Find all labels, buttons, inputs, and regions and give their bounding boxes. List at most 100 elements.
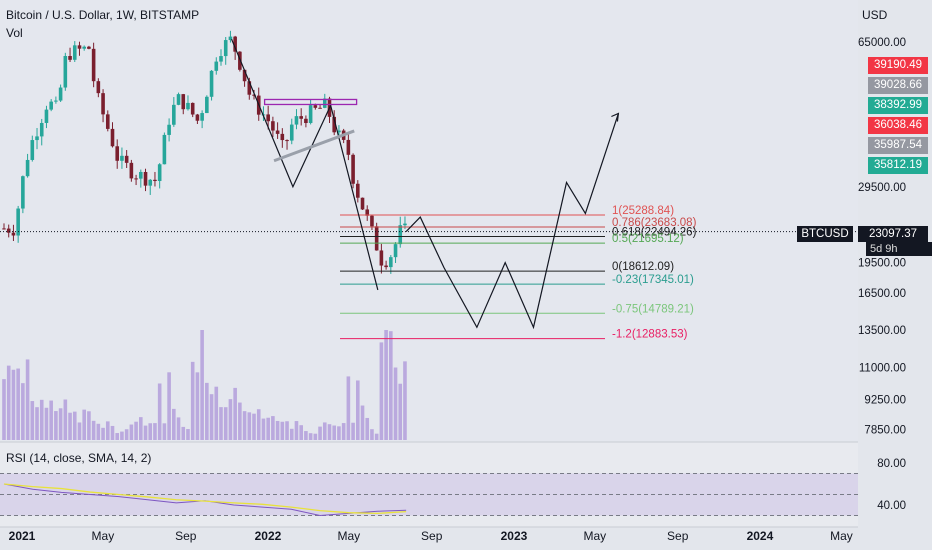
volume-bar: [91, 420, 96, 440]
projection-path: [405, 113, 619, 330]
volume-bar: [167, 372, 171, 440]
main-pane-bg: [0, 0, 858, 442]
rsi-indicator-label[interactable]: RSI (14, close, SMA, 14, 2): [6, 451, 152, 465]
time-tick-label: 2023: [501, 529, 528, 543]
currency-label: USD: [862, 8, 888, 22]
volume-bar: [58, 408, 63, 440]
volume-bar: [313, 433, 318, 440]
volume-bar: [115, 433, 120, 440]
candle-body: [332, 116, 337, 133]
candle-body: [247, 81, 252, 95]
candle-body: [223, 40, 228, 57]
candle-body: [39, 122, 44, 137]
candle-body: [337, 130, 341, 133]
candle-body: [285, 140, 289, 142]
price-badge: 36038.46: [868, 117, 928, 134]
candle-body: [398, 225, 403, 245]
candle-body: [266, 114, 270, 122]
fibonacci-levels: 1(25288.84)0.786(23683.08)0.618(22494.26…: [340, 205, 697, 341]
candle-body: [351, 154, 355, 184]
volume-bar: [205, 382, 209, 440]
candle-body: [139, 171, 143, 179]
candle-body: [186, 102, 190, 110]
user-drawings: [0, 38, 858, 330]
volume-bar: [11, 369, 16, 440]
volume-bar: [379, 342, 384, 440]
candle-body: [280, 133, 285, 141]
candle-body: [228, 36, 233, 41]
volume-bar: [72, 411, 77, 440]
candle-body: [110, 128, 115, 147]
volume-bar: [318, 426, 322, 440]
candle-body: [379, 250, 384, 266]
volume-bar: [82, 409, 86, 440]
price-tick-label: 19500.00: [858, 258, 906, 270]
volume-bar: [209, 394, 214, 440]
candle-body: [346, 139, 351, 155]
candle-body: [143, 171, 148, 186]
candle-body: [275, 130, 280, 134]
volume-indicator-label[interactable]: Vol: [6, 26, 23, 40]
candle-body: [101, 93, 105, 115]
fib-level-label: 0.5(21695.12): [612, 233, 684, 245]
volume-bar: [16, 368, 20, 440]
volume-bar: [68, 412, 72, 440]
time-tick-label: 2021: [9, 529, 36, 543]
volume-bar: [157, 383, 162, 440]
volume-bar: [139, 417, 143, 440]
time-tick-label: May: [583, 529, 606, 543]
candle-body: [393, 244, 398, 258]
candle-body: [365, 209, 370, 216]
price-tick-label: 11000.00: [859, 363, 906, 375]
fib-level-label: 0.786(23683.08): [612, 217, 697, 229]
symbol-title[interactable]: Bitcoin / U.S. Dollar, 1W, BITSTAMP: [6, 8, 200, 22]
volume-bar: [285, 421, 289, 440]
volume-bar: [228, 399, 233, 440]
candle-body: [68, 56, 72, 60]
volume-bar: [242, 411, 247, 440]
price-tick-label: 65000.00: [858, 37, 906, 49]
volume-bar: [172, 408, 176, 440]
candle-body: [35, 136, 39, 141]
volume-bar: [271, 416, 275, 440]
volume-bar: [200, 330, 204, 440]
time-tick-label: Sep: [175, 529, 197, 543]
candle-body: [176, 94, 181, 105]
candle-body: [54, 100, 58, 102]
candlesticks: [2, 30, 407, 274]
volume-bar: [337, 426, 341, 440]
neckline-trendline: [273, 129, 355, 163]
volume-bar: [120, 431, 124, 440]
volume-bar: [299, 425, 303, 440]
fib-level-label: 0.618(22494.26): [612, 226, 697, 238]
volume-bar: [35, 407, 39, 440]
volume-bar: [238, 402, 242, 440]
candle-body: [195, 114, 200, 121]
fib-level-label: -1.2(12883.53): [612, 329, 688, 341]
candle-body: [209, 70, 214, 97]
candle-body: [72, 45, 77, 60]
volume-bar: [370, 429, 374, 440]
price-badge: 39028.66: [868, 77, 928, 94]
volume-bar: [219, 407, 223, 440]
volume-bar: [49, 400, 53, 440]
volume-bar: [190, 361, 195, 440]
volume-bar: [360, 405, 365, 440]
volume-bars: [2, 330, 407, 440]
candle-body: [11, 232, 16, 236]
volume-bar: [351, 422, 355, 440]
volume-bar: [110, 425, 115, 440]
candle-body: [21, 176, 25, 209]
price-badge: 38392.99: [868, 97, 928, 114]
volume-bar: [96, 423, 101, 440]
price-tick-label: 9250.00: [864, 394, 906, 406]
volume-bar: [384, 330, 388, 440]
candle-body: [167, 124, 171, 135]
time-tick-label: May: [338, 529, 361, 543]
candle-body: [162, 134, 167, 165]
candle-body: [403, 223, 407, 226]
volume-bar: [223, 407, 228, 440]
candle-body: [87, 46, 91, 49]
